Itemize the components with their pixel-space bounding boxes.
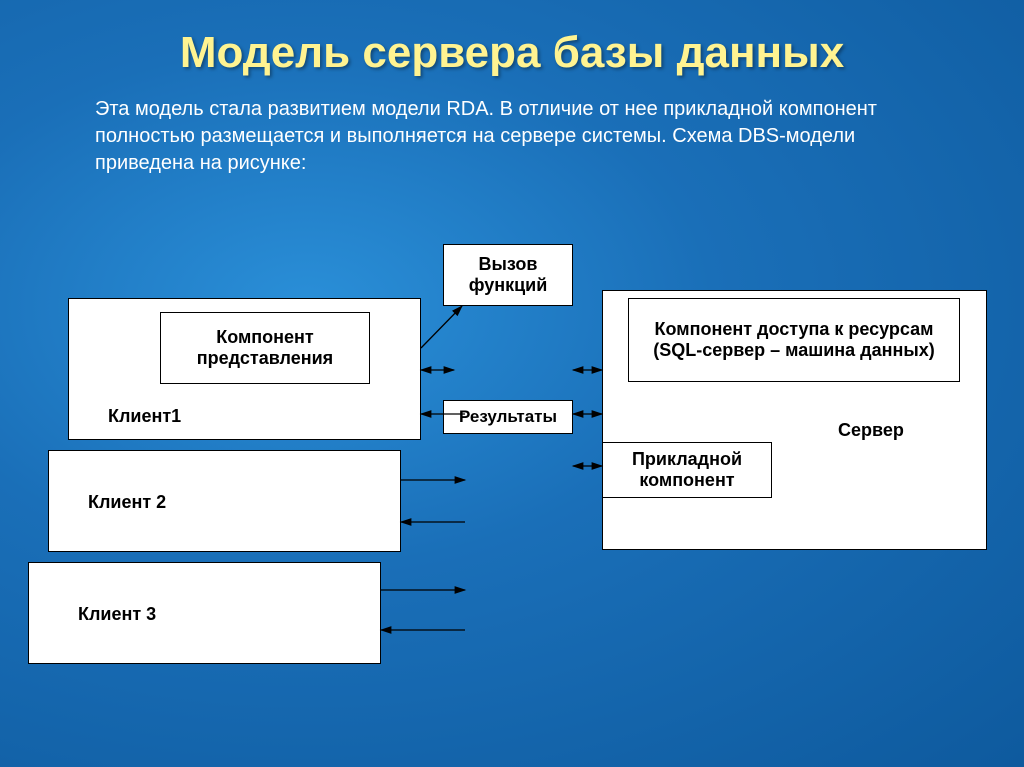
label-client2: Клиент 2 bbox=[88, 492, 166, 513]
box-resource-access: Компонент доступа к ресурсам (SQL-сервер… bbox=[628, 298, 960, 382]
box-app-component: Прикладной компонент bbox=[602, 442, 772, 498]
label-server: Сервер bbox=[838, 420, 904, 441]
box-label: Компонент представления bbox=[169, 327, 361, 369]
label-client3: Клиент 3 bbox=[78, 604, 156, 625]
label-client1: Клиент1 bbox=[108, 406, 181, 427]
box-label: Компонент доступа к ресурсам (SQL-сервер… bbox=[637, 319, 951, 361]
box-label: Результаты bbox=[459, 407, 557, 427]
box-results: Результаты bbox=[443, 400, 573, 434]
box-call-functions: Вызов функций bbox=[443, 244, 573, 306]
box-label: Прикладной компонент bbox=[611, 449, 763, 491]
box-presentation: Компонент представления bbox=[160, 312, 370, 384]
box-label: Вызов функций bbox=[452, 254, 564, 296]
diagram-canvas: Компонент представления Вызов функций Ре… bbox=[0, 0, 1024, 767]
